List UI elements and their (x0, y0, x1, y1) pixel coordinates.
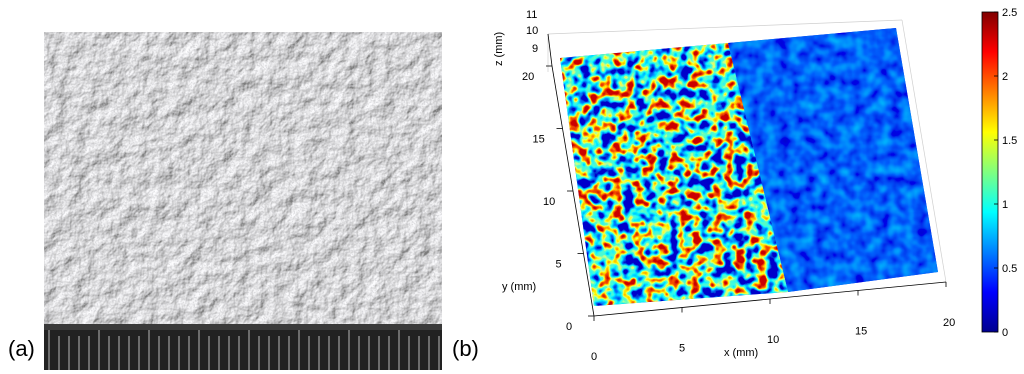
ruler-tick (198, 330, 200, 370)
ruler-tick (208, 336, 210, 370)
colorbar-tick-label: 2.5 (1002, 7, 1017, 19)
panel-a-label: (a) (8, 336, 35, 361)
ruler-tick (348, 330, 350, 370)
ruler-tick (288, 336, 290, 370)
ruler-tick (248, 330, 250, 370)
ruler-tick (398, 330, 400, 370)
ruler-tick (388, 336, 390, 370)
ruler-tick (418, 336, 420, 370)
x-axis-label: x (mm) (724, 347, 758, 359)
ruler-tick (368, 336, 370, 370)
ruler-tick (108, 336, 110, 370)
surface-photo (44, 32, 442, 370)
x-tick-label: 20 (943, 317, 955, 329)
ruler-tick (218, 336, 220, 370)
ruler-tick (48, 330, 50, 370)
ruler-tick (178, 336, 180, 370)
ruler-tick (168, 336, 170, 370)
z-tick-label: 11 (526, 9, 537, 21)
ruler-tick (378, 336, 380, 370)
ruler-tick (78, 336, 80, 370)
ruler-tick (258, 336, 260, 370)
x-tick-label: 0 (591, 351, 597, 363)
panel-b-label: (b) (452, 336, 479, 361)
ruler-tick (188, 336, 190, 370)
ruler-tick (128, 336, 130, 370)
x-tick-label: 5 (679, 343, 685, 355)
ruler-tick (118, 336, 120, 370)
ruler-tick (438, 336, 440, 370)
ruler-tick (58, 336, 60, 370)
ruler-tick (68, 336, 70, 370)
ruler-tick (318, 336, 320, 370)
colorbar-tick-label: 0.5 (1002, 263, 1017, 275)
ruler-tick (148, 330, 150, 370)
ruler-tick (278, 336, 280, 370)
ruler-tick (98, 330, 100, 370)
colorbar-tick-label: 1 (1002, 199, 1008, 211)
ruler-tick (158, 336, 160, 370)
z-axis-label: z (mm) (493, 32, 505, 66)
y-axis-label: y (mm) (502, 281, 536, 293)
y-tick-label: 5 (556, 259, 562, 271)
colorbar-tick-label: 0 (1002, 327, 1008, 339)
ruler-tick (328, 336, 330, 370)
y-tick-label: 0 (566, 321, 572, 333)
surface-plot: 0 5 10 15 20 0 5 10 15 20 9 10 11 x (mm) y (mm) z … (490, 0, 1024, 374)
colorbar (981, 11, 999, 333)
ruler-tick (268, 336, 270, 370)
x-tick-label: 10 (767, 334, 779, 346)
y-tick-label: 15 (533, 134, 545, 146)
z-tick-label: 9 (532, 43, 538, 55)
z-tick-label: 10 (526, 25, 538, 37)
ruler-tick (298, 330, 300, 370)
y-tick-label: 20 (522, 71, 534, 83)
x-tick-label: 15 (855, 326, 867, 338)
colorbar-tick-label: 1.5 (1002, 135, 1017, 147)
ruler-tick (228, 336, 230, 370)
ruler-tick (358, 336, 360, 370)
ruler-tick (428, 336, 430, 370)
ruler-tick (308, 336, 310, 370)
ruler (44, 324, 442, 370)
ruler-tick (238, 336, 240, 370)
height-map-surface (560, 28, 938, 306)
ruler-tick (88, 336, 90, 370)
ruler-tick (138, 336, 140, 370)
colorbar-tick-label: 2 (1002, 71, 1008, 83)
ruler-tick (408, 336, 410, 370)
ruler-tick (338, 336, 340, 370)
y-tick-label: 10 (543, 196, 555, 208)
